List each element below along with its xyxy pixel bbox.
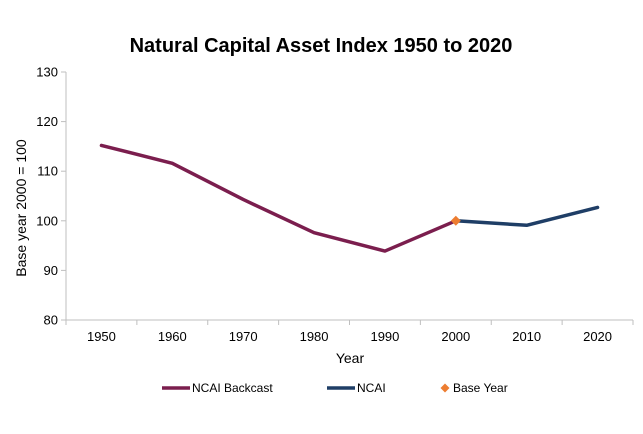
y-tick-label: 110 <box>37 164 58 179</box>
series-ncai-line <box>454 205 600 228</box>
legend-base-year-swatch <box>440 383 450 393</box>
y-tick-label: 100 <box>36 213 58 228</box>
y-tick-label: 80 <box>44 313 58 328</box>
series-ncai-backcast-line <box>99 143 458 253</box>
x-tick-label: 2010 <box>512 329 541 344</box>
x-tick-label: 2020 <box>583 329 612 344</box>
legend: NCAI Backcast NCAI Base Year <box>162 381 508 395</box>
legend-ncai-backcast-label: NCAI Backcast <box>192 381 273 395</box>
legend-ncai-label: NCAI <box>357 381 386 395</box>
legend-base-year-label: Base Year <box>453 381 508 395</box>
plot-area: 80 90 100 110 120 130 1950 1960 1970 1980 1990 2000… <box>36 65 634 344</box>
chart-title: Natural Capital Asset Index 1950 to 2020 <box>130 35 513 57</box>
y-axis-title: Base year 2000 = 100 <box>13 139 29 277</box>
x-tick-label: 1960 <box>158 329 187 344</box>
x-tick-label: 2000 <box>441 329 470 344</box>
x-tick-label: 1990 <box>370 329 399 344</box>
x-tick-label: 1970 <box>229 329 258 344</box>
y-tick-label: 130 <box>36 65 58 80</box>
x-axis-title: Year <box>336 350 365 366</box>
x-tick-label: 1980 <box>300 329 329 344</box>
series-base-year-point <box>450 215 461 226</box>
x-tick-label: 1950 <box>87 329 116 344</box>
y-tick-label: 90 <box>44 263 58 278</box>
y-tick-label: 120 <box>36 114 58 129</box>
